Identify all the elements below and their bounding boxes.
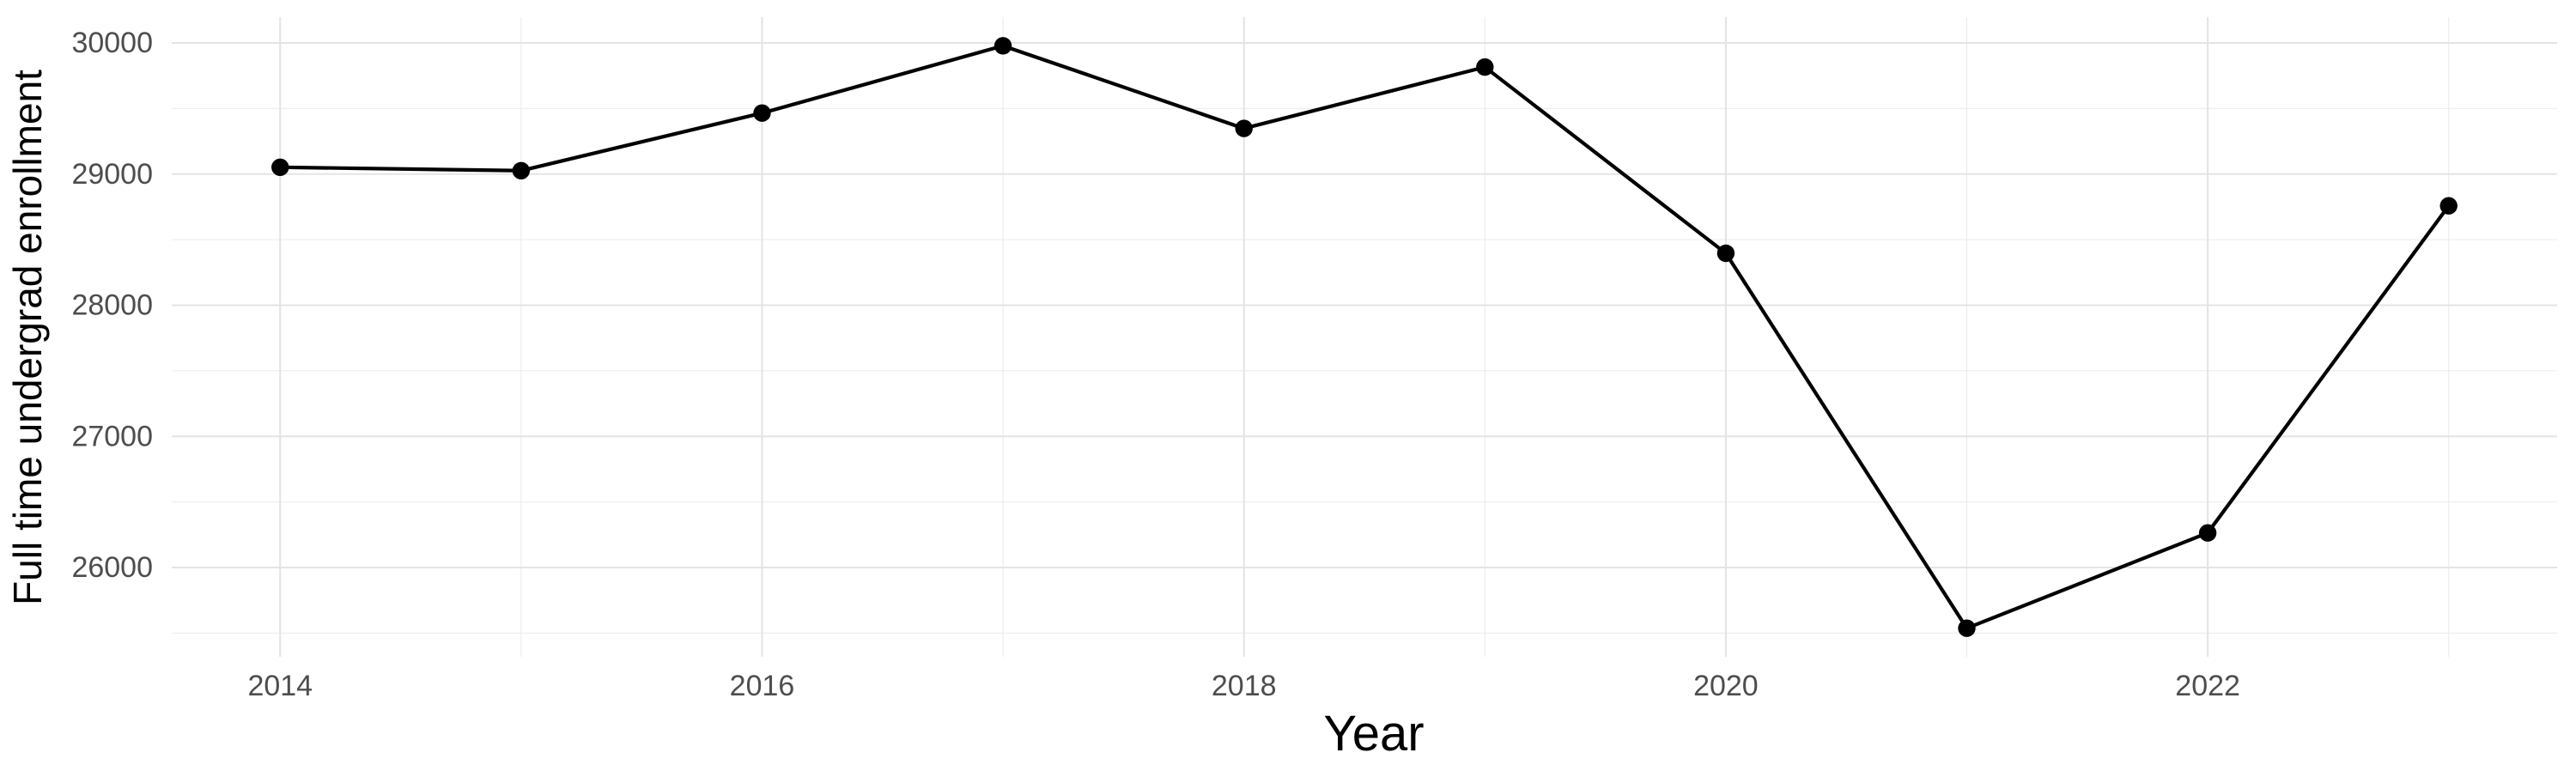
svg-text:2020: 2020 — [1693, 670, 1759, 702]
svg-text:27000: 27000 — [71, 420, 153, 452]
svg-text:2016: 2016 — [730, 670, 795, 702]
svg-text:28000: 28000 — [71, 289, 153, 322]
svg-text:2018: 2018 — [1212, 670, 1277, 702]
svg-text:30000: 30000 — [71, 27, 153, 59]
svg-text:2014: 2014 — [247, 670, 313, 702]
svg-text:Full time undergrad enrollment: Full time undergrad enrollment — [5, 70, 50, 605]
svg-text:2022: 2022 — [2175, 670, 2240, 702]
svg-text:29000: 29000 — [71, 158, 153, 191]
svg-text:Year: Year — [1323, 706, 1424, 762]
svg-text:26000: 26000 — [71, 551, 153, 584]
